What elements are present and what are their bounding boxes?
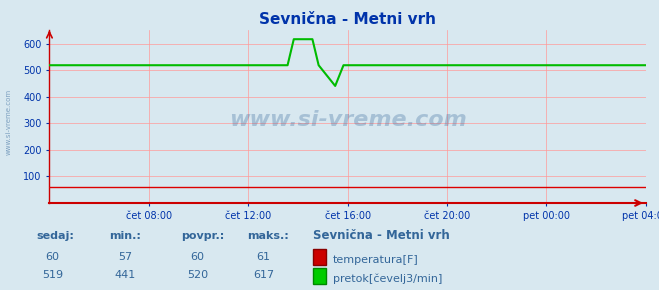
- Title: Sevnična - Metni vrh: Sevnična - Metni vrh: [259, 12, 436, 26]
- Text: min.:: min.:: [109, 231, 140, 241]
- Text: 60: 60: [45, 251, 60, 262]
- Text: Sevnična - Metni vrh: Sevnična - Metni vrh: [313, 229, 450, 242]
- Text: temperatura[F]: temperatura[F]: [333, 255, 418, 264]
- Text: www.si-vreme.com: www.si-vreme.com: [5, 89, 11, 155]
- Text: 57: 57: [118, 251, 132, 262]
- Text: sedaj:: sedaj:: [36, 231, 74, 241]
- Text: 519: 519: [42, 270, 63, 280]
- Text: pretok[čevelj3/min]: pretok[čevelj3/min]: [333, 273, 442, 284]
- Text: maks.:: maks.:: [247, 231, 289, 241]
- Text: povpr.:: povpr.:: [181, 231, 225, 241]
- Text: 61: 61: [256, 251, 271, 262]
- Text: www.si-vreme.com: www.si-vreme.com: [229, 110, 467, 130]
- Text: 441: 441: [115, 270, 136, 280]
- Text: 617: 617: [253, 270, 274, 280]
- Text: 520: 520: [187, 270, 208, 280]
- Text: 60: 60: [190, 251, 205, 262]
